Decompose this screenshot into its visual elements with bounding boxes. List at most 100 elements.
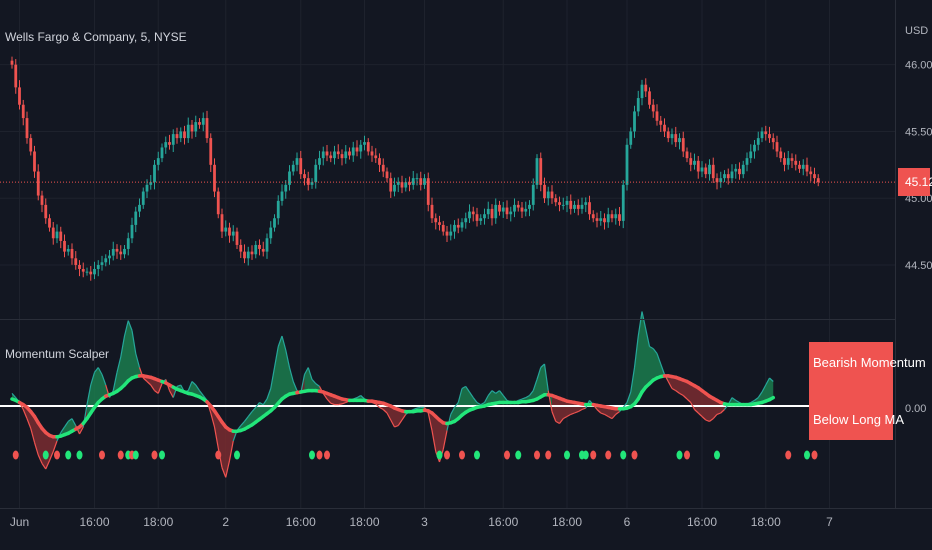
momentum-line-segment [574,411,579,414]
candle-body [111,248,115,256]
signal-line-segment [767,395,775,402]
momentum-line-segment [22,409,28,419]
bull-area [60,418,80,437]
candle-body [153,164,156,183]
momentum-line-segment [60,426,65,433]
candle-body [145,184,149,192]
candle-body [636,98,640,112]
bear-signal-dot [324,450,330,460]
candle-body [513,204,516,212]
bear-area [143,375,166,394]
time-tick-label[interactable]: 6 [624,515,631,529]
price-tick-label: 45.50 [905,126,932,138]
chart-title[interactable]: Wells Fargo & Company, 5, NYSE [5,30,187,44]
time-tick-label[interactable]: 16:00 [687,515,717,529]
momentum-line-segment [386,412,392,421]
momentum-line-segment [67,418,73,422]
momentum-line-segment [86,384,92,405]
candle-body [231,231,235,236]
momentum-line-segment [330,402,335,406]
momentum-line-segment [720,409,725,414]
candle-body [550,191,554,199]
candle-body [771,138,775,143]
momentum-line-segment [150,384,155,391]
candle-body [546,191,550,199]
time-tick-label[interactable]: 18:00 [143,515,173,529]
momentum-line-segment [292,381,298,391]
candle-body [14,64,18,88]
time-tick-label[interactable]: 2 [222,515,229,529]
time-tick-label[interactable]: 16:00 [488,515,518,529]
candle-body [194,122,198,132]
bear-signal-dot [545,450,552,460]
candle-body [359,144,363,152]
candle-body [415,178,419,180]
momentum-line-segment [259,401,264,406]
momentum-line-segment [322,393,328,400]
bull-signal-dot [582,450,589,460]
momentum-line-segment [682,395,688,400]
candle-body [554,198,558,203]
momentum-line-segment [626,391,632,403]
momentum-line-segment [765,377,771,386]
momentum-line-segment [559,418,564,424]
momentum-line-segment [483,395,489,403]
bear-signal-dot [684,450,690,460]
time-tick-label[interactable]: 18:00 [751,515,781,529]
bear-signal-dot [99,450,105,460]
candle-body [719,178,723,183]
candle-body [610,214,614,219]
candle-body [18,87,21,105]
candle-body [314,164,318,183]
indicator-title[interactable]: Momentum Scalper [5,347,109,361]
candle-body [655,111,659,121]
candle-body [254,244,258,255]
bear-signal-dot [151,450,158,460]
candle-body [715,178,719,183]
momentum-line-segment [566,413,572,418]
momentum-line-segment [529,390,534,396]
price-axis-ticks[interactable]: 46.00 45.50 45.00 44.50 [905,60,932,272]
bear-signal-dot [785,450,792,460]
momentum-line-segment [262,398,268,405]
momentum-line-segment [641,311,647,330]
candle-body [284,184,288,192]
price-tick-label: 45.00 [905,193,932,205]
time-tick-label[interactable]: 18:00 [552,515,582,529]
momentum-line-segment [71,418,77,426]
bear-area [597,405,624,419]
time-tick-label[interactable]: 3 [421,515,428,529]
momentum-line-segment [221,467,227,478]
candle-body [205,118,209,139]
candle-body [813,174,816,179]
time-tick-label[interactable]: 7 [826,515,833,529]
time-tick-label[interactable]: 16:00 [286,515,316,529]
candle-body [336,151,340,155]
candle-body [216,191,220,215]
candle-body [419,178,423,185]
candle-body [576,204,580,209]
momentum-line-segment [37,454,43,464]
momentum-line-segment [288,367,294,382]
momentum-line-segment [502,395,508,401]
candle-body [490,208,494,219]
momentum-line-segment [266,388,272,400]
time-tick-label[interactable]: 18:00 [349,515,379,529]
candle-body [543,184,546,199]
candle-body [659,120,663,125]
candle-body [299,158,303,175]
time-tick-label[interactable]: Jun [10,515,29,529]
bull-signal-dot [515,450,522,460]
momentum-zero-tick: 0.00 [905,403,926,415]
bear-signal-dot [459,450,465,460]
momentum-line-segment [401,414,407,421]
signal-dots [12,450,818,460]
time-tick-label[interactable]: 16:00 [79,515,109,529]
momentum-line-segment [679,392,684,397]
candle-body [381,164,385,172]
momentum-line-segment [48,451,54,461]
time-axis-ticks[interactable]: Jun 16:00 18:00 2 16:00 18:00 3 16:00 18:00 6 16:0… [10,515,833,529]
candle-body [310,182,314,185]
candle-body [228,227,231,236]
